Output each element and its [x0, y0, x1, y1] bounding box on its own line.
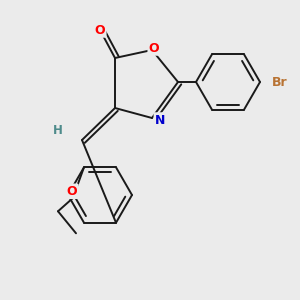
Text: Br: Br [272, 76, 288, 88]
Text: O: O [67, 185, 77, 198]
Text: O: O [149, 41, 159, 55]
Text: H: H [53, 124, 63, 136]
Text: N: N [155, 113, 165, 127]
Text: O: O [95, 23, 105, 37]
